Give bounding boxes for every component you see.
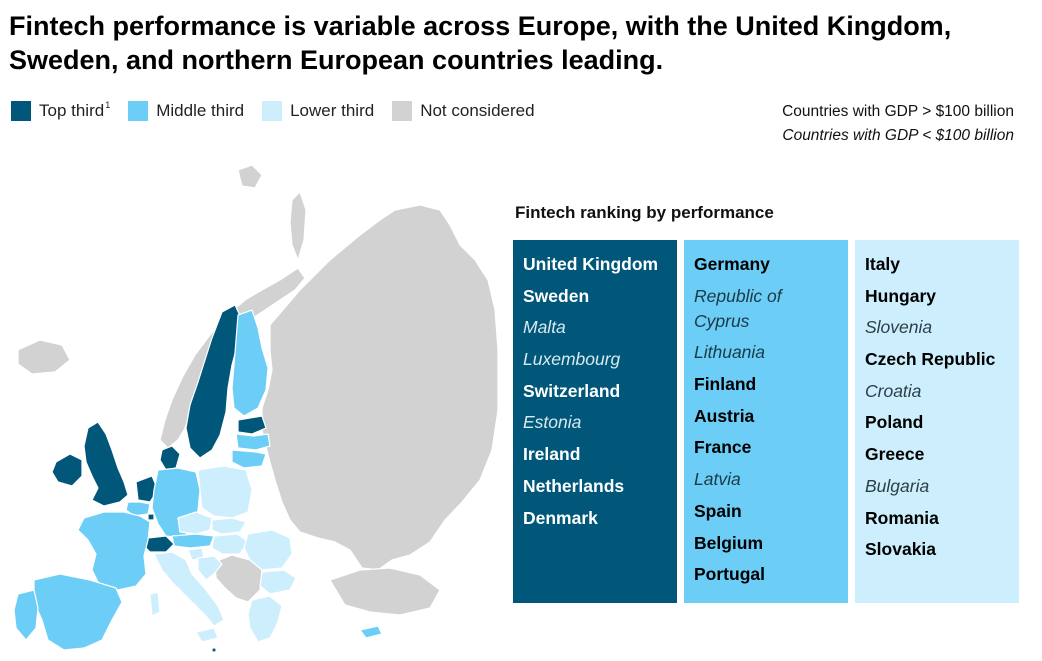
legend-item-none: Not considered (392, 101, 535, 121)
country-france: France (694, 437, 752, 458)
chart-title: Fintech performance is variable across E… (9, 11, 952, 75)
country-czech-republic: Czech Republic (865, 349, 996, 370)
country-denmark: Denmark (523, 507, 598, 528)
map-region-uk (83, 421, 129, 507)
country-slovenia: Slovenia (865, 317, 933, 338)
map-region-turkey (329, 567, 441, 616)
map-region-lithuania (231, 449, 267, 469)
map-region-bulgaria (259, 569, 297, 595)
country-italy: Italy (865, 254, 901, 274)
country-poland: Poland (865, 412, 924, 433)
legend-item-lower: Lower third (262, 101, 374, 121)
map-region-cyprus (359, 625, 383, 639)
map-region-iceland (17, 339, 71, 375)
map-region-denmark (159, 445, 181, 471)
map-region-spain (33, 573, 123, 651)
map-region-luxembourg (147, 513, 155, 521)
gdp-note-large: Countries with GDP > $100 billion (782, 103, 1014, 120)
map-region-croatia (197, 555, 223, 581)
map-region-hungary (211, 533, 249, 555)
legend-swatch-none (392, 101, 413, 121)
europe-map (0, 150, 500, 661)
legend: Top third 1 Middle third Lower third Not … (11, 99, 553, 123)
country-luxembourg: Luxembourg (523, 349, 621, 370)
ranking-title: Fintech ranking by performance (515, 203, 774, 222)
map-region-italy (153, 551, 225, 627)
country-greece: Greece (865, 444, 925, 465)
legend-swatch-middle (128, 101, 149, 121)
country-latvia: Latvia (694, 469, 741, 490)
map-region-finland (231, 309, 269, 417)
country-ireland: Ireland (523, 444, 581, 465)
map-region-slovakia (211, 517, 247, 535)
country-hungary: Hungary (865, 285, 936, 306)
map-region-latvia (235, 433, 271, 451)
legend-swatch-lower (262, 101, 283, 121)
map-region-portugal (13, 589, 39, 641)
map-region-austria (171, 533, 215, 549)
legend-label-none: Not considered (420, 101, 535, 120)
map-region-svalbard (237, 164, 263, 189)
map-region-russia (261, 204, 499, 571)
country-romania: Romania (865, 507, 939, 528)
gdp-note: Countries with GDP > $100 billion Countr… (782, 100, 1014, 148)
legend-swatch-top (11, 101, 31, 121)
ranking-column-lower-third: Italy Hungary Slovenia Czech Republic Cr… (855, 240, 1019, 603)
country-finland: Finland (694, 374, 757, 395)
map-region-czech (177, 511, 213, 535)
country-portugal: Portugal (694, 564, 765, 585)
country-bulgaria: Bulgaria (865, 475, 930, 496)
legend-label-lower: Lower third (290, 101, 375, 120)
country-croatia: Croatia (865, 380, 922, 401)
map-region-sicily (195, 627, 219, 643)
legend-footnote-marker: 1 (105, 100, 111, 110)
country-switzerland: Switzerland (523, 380, 621, 401)
country-sweden: Sweden (523, 285, 590, 306)
map-region-romania (243, 529, 293, 571)
gdp-note-small: Countries with GDP < $100 billion (782, 127, 1014, 144)
country-germany: Germany (694, 254, 770, 274)
country-malta: Malta (523, 317, 566, 338)
country-lithuania: Lithuania (694, 342, 766, 363)
ranking-column-middle-third: Germany Republic of Cyprus Lithuania Fin… (684, 240, 848, 603)
legend-item-middle: Middle third (128, 101, 244, 121)
country-netherlands: Netherlands (523, 475, 625, 496)
country-spain: Spain (694, 500, 742, 521)
map-region-greece (247, 595, 283, 643)
country-austria: Austria (694, 405, 755, 426)
country-united-kingdom: United Kingdom (523, 254, 659, 274)
map-region-novaya-zemlya (289, 191, 307, 261)
country-cyprus: Republic of Cyprus (694, 285, 782, 331)
country-estonia: Estonia (523, 412, 582, 433)
map-region-malta (211, 647, 217, 653)
map-region-ireland (51, 453, 83, 487)
map-region-france (77, 511, 151, 591)
map-region-poland (197, 465, 253, 519)
ranking-column-top-third: United Kingdom Sweden Malta Luxembourg S… (513, 240, 677, 603)
country-slovakia: Slovakia (865, 539, 937, 560)
country-belgium: Belgium (694, 532, 764, 553)
map-region-estonia (237, 415, 267, 435)
map-region-sardinia (149, 591, 161, 617)
legend-label-top: Top third (39, 101, 105, 120)
europe-map-svg (13, 164, 499, 653)
legend-item-top: Top third 1 (11, 100, 111, 121)
map-region-balkans-other (214, 554, 263, 603)
legend-label-middle: Middle third (156, 101, 245, 120)
